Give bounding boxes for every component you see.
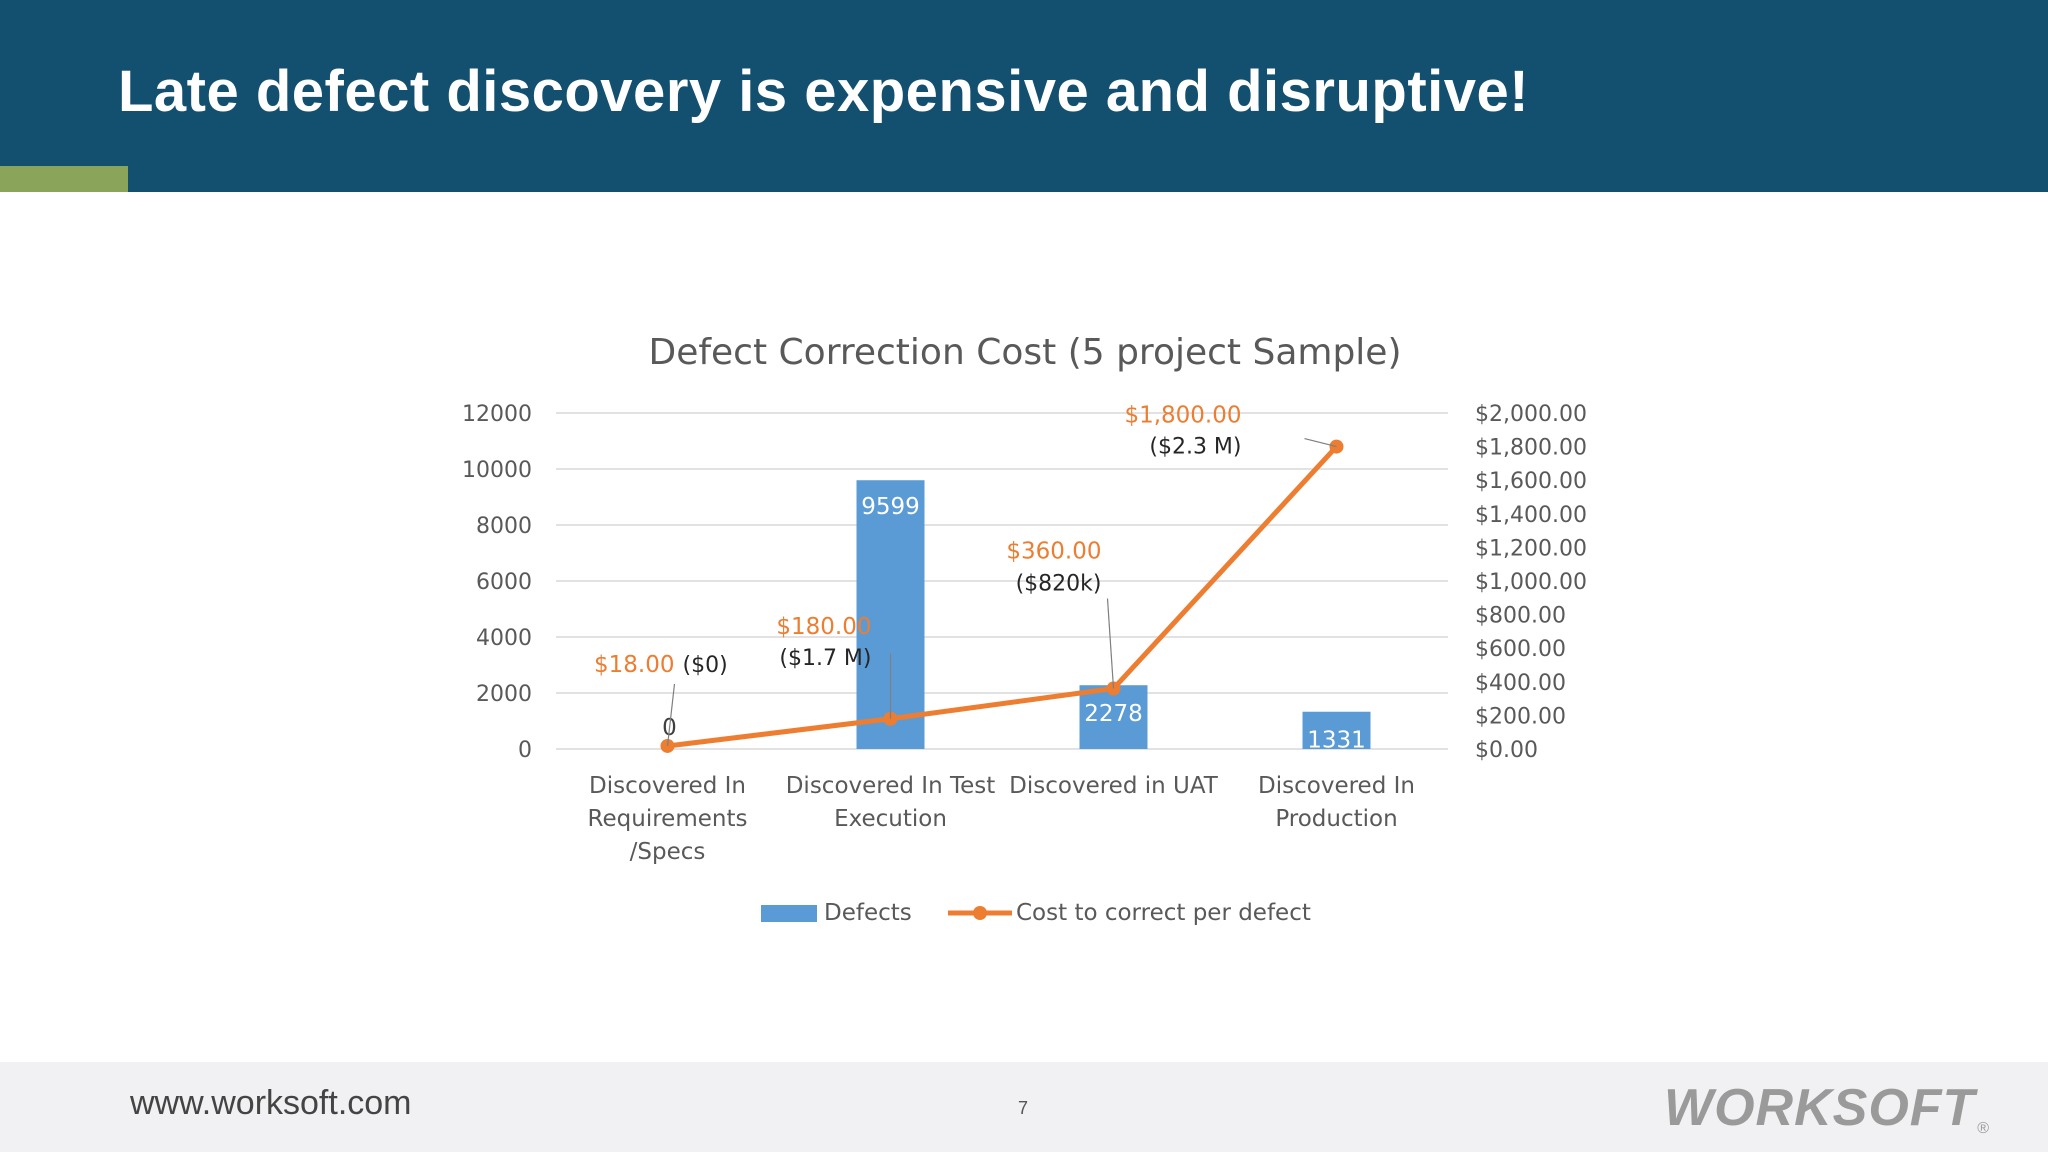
line-data-label: $180.00 — [776, 614, 871, 640]
line-annotation-label: ($0) — [683, 653, 728, 678]
line-data-label: $360.00 — [1006, 539, 1101, 565]
bar-data-label: 2278 — [1084, 701, 1143, 727]
y-left-tick-label: 10000 — [462, 458, 532, 483]
y-left-tick-label: 6000 — [476, 570, 532, 595]
worksoft-logo: WORKSOFT ® — [1664, 1078, 1990, 1138]
leader-line — [1106, 598, 1115, 689]
y-right-tick-label: $200.00 — [1475, 704, 1566, 729]
y-left-tick-label: 8000 — [476, 514, 532, 539]
x-category-label: Execution — [834, 806, 947, 832]
leader-line — [666, 683, 676, 747]
legend-label-defects: Defects — [824, 900, 912, 926]
x-category-label: Discovered In Test — [786, 773, 996, 799]
y-right-tick-label: $600.00 — [1475, 637, 1566, 662]
y-right-tick-label: $1,400.00 — [1475, 503, 1587, 528]
y-right-tick-label: $400.00 — [1475, 671, 1566, 696]
y-left-tick-label: 0 — [518, 738, 532, 763]
x-category-label: Requirements — [588, 806, 748, 832]
logo-text: WORKSOFT — [1664, 1079, 1976, 1137]
y-right-tick-label: $1,000.00 — [1475, 570, 1587, 595]
x-category-label: Production — [1275, 806, 1397, 832]
bar-defects — [1302, 711, 1371, 749]
line-annotation-label: ($820k) — [1016, 572, 1102, 597]
y-right-tick-label: $2,000.00 — [1475, 402, 1587, 427]
line-annotation-label: ($2.3 M) — [1149, 435, 1241, 460]
x-category-label: /Specs — [630, 839, 706, 865]
y-right-tick-label: $1,200.00 — [1475, 536, 1587, 561]
y-left-tick-label: 4000 — [476, 626, 532, 651]
bar-data-label: 9599 — [861, 494, 920, 520]
page-number: 7 — [1018, 1098, 1029, 1118]
line-data-label: $1,800.00 — [1124, 403, 1241, 429]
slide-title: Late defect discovery is expensive and d… — [118, 59, 1530, 124]
x-category-label: Discovered in UAT — [1009, 773, 1219, 799]
bar-defects — [1079, 685, 1148, 749]
line-data-label: $18.00 — [594, 652, 674, 678]
bar-data-label: 1331 — [1307, 728, 1366, 754]
header-accent-bar — [0, 166, 128, 192]
legend-swatch-defects — [761, 905, 817, 922]
legend-marker-cost — [973, 906, 987, 920]
line-annotation-label: ($1.7 M) — [779, 646, 871, 671]
y-right-tick-label: $1,800.00 — [1475, 436, 1587, 461]
logo-registered-mark: ® — [1977, 1120, 1991, 1137]
y-left-tick-label: 2000 — [476, 682, 532, 707]
legend-label-cost: Cost to correct per defect — [1016, 900, 1311, 926]
y-right-tick-label: $800.00 — [1475, 604, 1566, 629]
footer-bar — [0, 1062, 2048, 1152]
x-category-label: Discovered In — [1258, 773, 1415, 799]
y-left-tick-label: 12000 — [462, 402, 532, 427]
footer-url: www.worksoft.com — [130, 1084, 412, 1122]
x-category-label: Discovered In — [589, 773, 746, 799]
leader-line — [1304, 438, 1337, 448]
y-right-tick-label: $1,600.00 — [1475, 469, 1587, 494]
chart-title: Defect Correction Cost (5 project Sample… — [648, 332, 1401, 373]
series-line-cost — [667, 444, 1339, 749]
y-right-tick-label: $0.00 — [1475, 738, 1538, 763]
slide-header — [0, 0, 2048, 192]
